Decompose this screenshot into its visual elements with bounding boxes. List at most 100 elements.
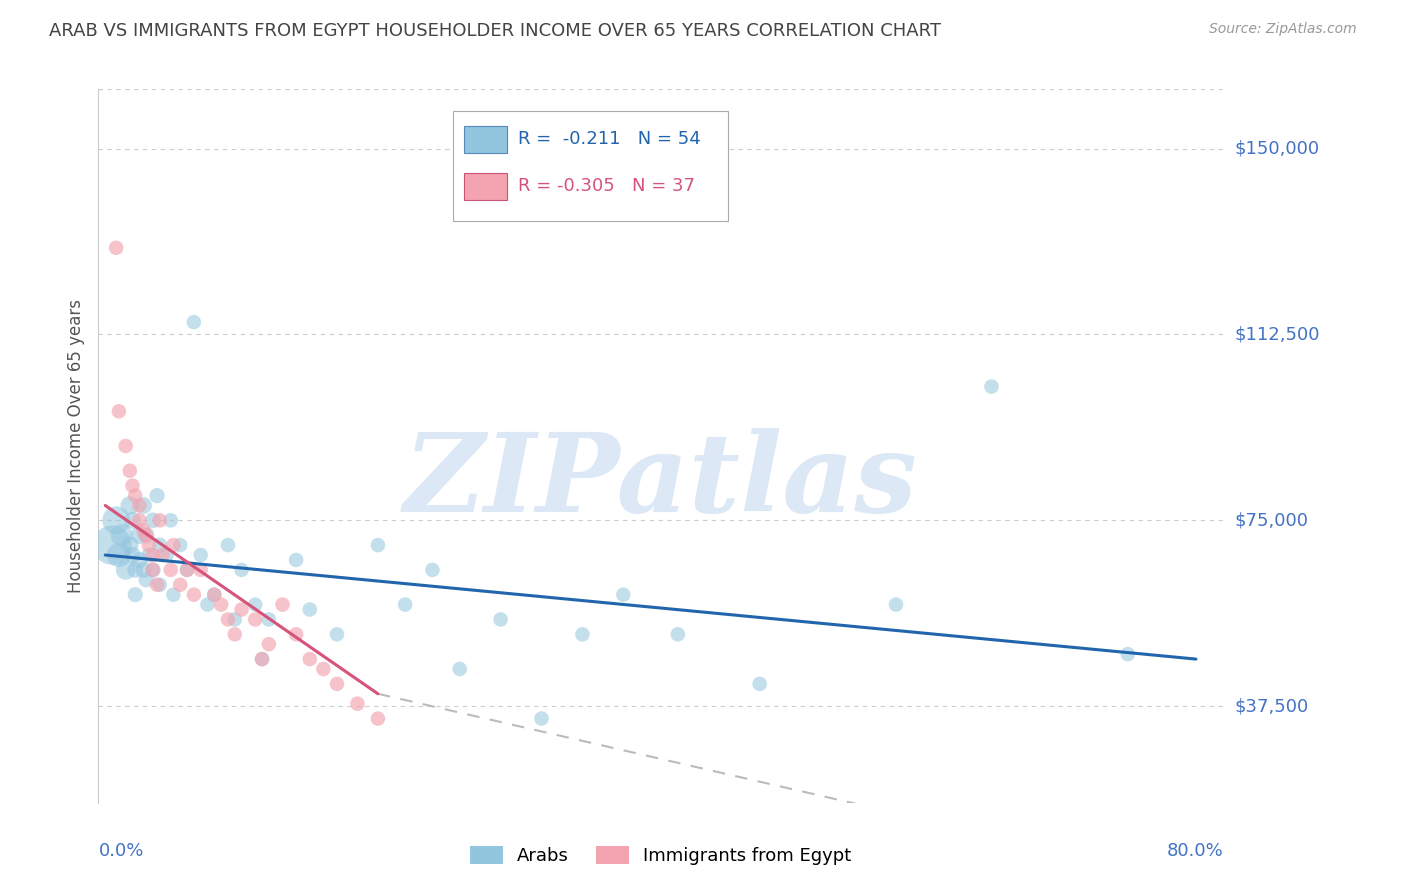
Point — [138, 548, 160, 562]
Point — [980, 379, 1002, 393]
Point — [231, 563, 253, 577]
Point — [209, 598, 232, 612]
Point — [159, 513, 181, 527]
Point — [128, 528, 150, 542]
Point — [748, 677, 770, 691]
Point — [250, 652, 273, 666]
FancyBboxPatch shape — [453, 111, 728, 221]
Point — [138, 538, 160, 552]
Point — [326, 627, 349, 641]
Point — [666, 627, 689, 641]
Point — [142, 513, 165, 527]
Point — [422, 563, 444, 577]
Legend: Arabs, Immigrants from Egypt: Arabs, Immigrants from Egypt — [470, 846, 852, 865]
Text: 80.0%: 80.0% — [1167, 842, 1223, 860]
Point — [152, 548, 174, 562]
Point — [449, 662, 471, 676]
Point — [114, 439, 136, 453]
FancyBboxPatch shape — [464, 127, 506, 153]
Point — [169, 538, 191, 552]
Point — [367, 712, 389, 726]
Point — [135, 573, 157, 587]
Y-axis label: Householder Income Over 65 years: Householder Income Over 65 years — [66, 299, 84, 593]
Point — [530, 712, 553, 726]
Point — [132, 499, 155, 513]
Point — [132, 563, 155, 577]
Point — [217, 612, 239, 626]
Point — [224, 612, 246, 626]
Point — [105, 513, 128, 527]
Point — [121, 513, 143, 527]
Point — [105, 241, 128, 255]
Point — [110, 528, 132, 542]
Point — [1116, 647, 1139, 661]
Point — [224, 627, 246, 641]
Point — [245, 612, 267, 626]
Point — [118, 499, 141, 513]
Point — [101, 538, 124, 552]
Point — [124, 588, 146, 602]
Point — [612, 588, 634, 602]
Text: ARAB VS IMMIGRANTS FROM EGYPT HOUSEHOLDER INCOME OVER 65 YEARS CORRELATION CHART: ARAB VS IMMIGRANTS FROM EGYPT HOUSEHOLDE… — [49, 22, 941, 40]
Point — [118, 464, 141, 478]
Point — [489, 612, 512, 626]
Text: $150,000: $150,000 — [1234, 140, 1319, 158]
Point — [149, 578, 172, 592]
Point — [298, 602, 321, 616]
Point — [176, 563, 198, 577]
Point — [121, 478, 143, 492]
Point — [146, 489, 169, 503]
Point — [149, 513, 172, 527]
Text: R = -0.305   N = 37: R = -0.305 N = 37 — [517, 177, 695, 194]
Point — [394, 598, 416, 612]
Point — [142, 563, 165, 577]
Point — [367, 538, 389, 552]
Point — [162, 538, 184, 552]
Point — [884, 598, 907, 612]
Point — [118, 538, 141, 552]
Point — [155, 548, 177, 562]
Text: Source: ZipAtlas.com: Source: ZipAtlas.com — [1209, 22, 1357, 37]
Text: $112,500: $112,500 — [1234, 326, 1320, 343]
Point — [326, 677, 349, 691]
Point — [142, 548, 165, 562]
Point — [146, 578, 169, 592]
Point — [285, 553, 308, 567]
Point — [190, 563, 212, 577]
Point — [149, 538, 172, 552]
Point — [108, 548, 131, 562]
Point — [250, 652, 273, 666]
Point — [257, 637, 280, 651]
Text: 0.0%: 0.0% — [98, 842, 143, 860]
Point — [176, 563, 198, 577]
Point — [169, 578, 191, 592]
Point — [217, 538, 239, 552]
Point — [346, 697, 368, 711]
Point — [128, 553, 150, 567]
Point — [108, 404, 131, 418]
Point — [245, 598, 267, 612]
Point — [121, 548, 143, 562]
Point — [257, 612, 280, 626]
Text: $75,000: $75,000 — [1234, 511, 1309, 529]
Point — [135, 528, 157, 542]
Text: $37,500: $37,500 — [1234, 698, 1309, 715]
Point — [285, 627, 308, 641]
Point — [197, 598, 219, 612]
Point — [124, 563, 146, 577]
Text: ZIPatlas: ZIPatlas — [404, 428, 918, 535]
Point — [132, 523, 155, 537]
Point — [183, 588, 205, 602]
Point — [312, 662, 335, 676]
Point — [114, 563, 136, 577]
Point — [135, 528, 157, 542]
Point — [231, 602, 253, 616]
Point — [298, 652, 321, 666]
FancyBboxPatch shape — [464, 173, 506, 200]
Point — [271, 598, 294, 612]
Point — [571, 627, 593, 641]
Point — [128, 499, 150, 513]
Point — [128, 513, 150, 527]
Point — [202, 588, 225, 602]
Point — [183, 315, 205, 329]
